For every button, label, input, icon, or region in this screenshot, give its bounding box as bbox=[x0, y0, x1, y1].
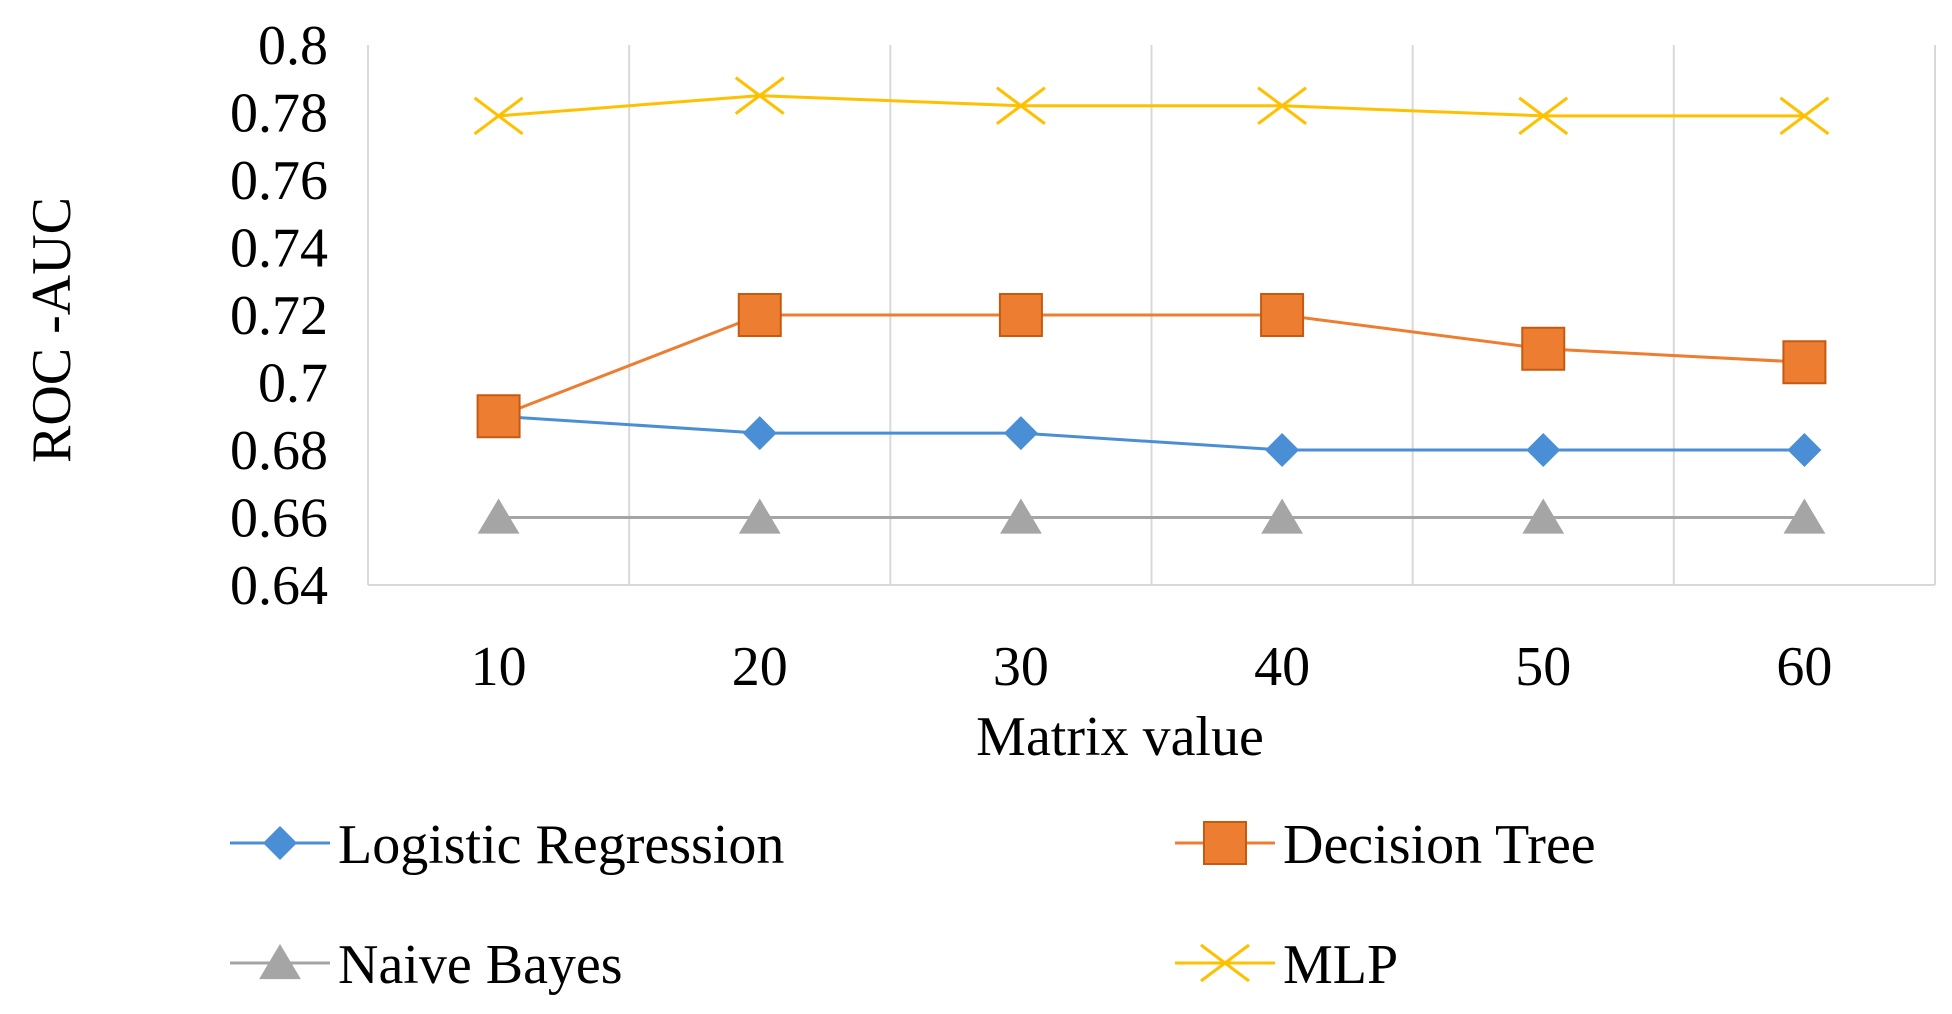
x-marker-stroke bbox=[734, 76, 785, 115]
square-marker bbox=[1260, 293, 1305, 337]
series-line bbox=[498, 94, 1805, 118]
series-mlp bbox=[473, 76, 1830, 136]
triangle-marker bbox=[1522, 498, 1565, 534]
series-line bbox=[498, 414, 1805, 452]
x-tick-label: 60 bbox=[1776, 636, 1832, 698]
triangle-marker bbox=[477, 498, 520, 534]
diamond-marker bbox=[263, 826, 297, 860]
y-axis-ticks: 0.640.660.680.70.720.740.760.780.8 bbox=[230, 15, 328, 617]
y-axis-title: ROC -AUC bbox=[21, 197, 83, 463]
triangle-marker bbox=[1000, 498, 1042, 534]
x-marker-stroke bbox=[473, 96, 524, 136]
x-tick-label: 20 bbox=[732, 636, 788, 698]
series-naive-bayes bbox=[477, 498, 1826, 534]
x-tick-label: 50 bbox=[1515, 636, 1571, 698]
diamond-marker bbox=[742, 416, 777, 451]
legend-item: MLP bbox=[1175, 934, 1398, 996]
x-tick-label: 40 bbox=[1254, 636, 1310, 698]
triangle-marker bbox=[738, 498, 781, 534]
x-marker-stroke bbox=[1779, 96, 1830, 136]
legend-label: Decision Tree bbox=[1283, 814, 1596, 876]
square-marker bbox=[1521, 326, 1566, 371]
y-tick-label: 0.7 bbox=[258, 353, 328, 415]
x-marker-stroke bbox=[1200, 943, 1250, 983]
y-tick-label: 0.74 bbox=[230, 218, 328, 280]
y-tick-label: 0.64 bbox=[230, 555, 328, 617]
series-line bbox=[498, 313, 1805, 418]
triangle-marker bbox=[259, 944, 301, 980]
square-marker bbox=[1782, 340, 1827, 385]
x-tick-label: 30 bbox=[993, 636, 1049, 698]
x-tick-label: 10 bbox=[471, 636, 527, 698]
legend-item: Logistic Regression bbox=[230, 814, 784, 876]
diamond-marker bbox=[1265, 433, 1300, 467]
y-tick-label: 0.78 bbox=[230, 83, 328, 145]
y-tick-label: 0.66 bbox=[230, 488, 328, 550]
legend-label: Logistic Regression bbox=[338, 814, 784, 876]
square-marker bbox=[998, 293, 1043, 337]
legend-label: Naive Bayes bbox=[338, 934, 623, 996]
x-axis-title: Matrix value bbox=[976, 706, 1264, 768]
legend-item: Decision Tree bbox=[1175, 814, 1596, 876]
square-marker bbox=[1203, 821, 1247, 865]
x-marker-stroke bbox=[1257, 86, 1307, 125]
x-axis-ticks: 10 20 30 40 50 60 bbox=[471, 636, 1833, 698]
triangle-marker bbox=[1261, 498, 1303, 534]
diamond-marker bbox=[1787, 433, 1822, 467]
x-marker-stroke bbox=[1518, 96, 1569, 136]
diamond-marker bbox=[1526, 433, 1561, 467]
y-tick-label: 0.68 bbox=[230, 420, 328, 482]
legend-label: MLP bbox=[1283, 934, 1398, 996]
square-marker bbox=[476, 394, 521, 439]
y-tick-label: 0.76 bbox=[230, 150, 328, 212]
y-tick-label: 0.72 bbox=[230, 285, 328, 347]
series-decision-tree bbox=[476, 293, 1827, 439]
x-marker-stroke bbox=[996, 86, 1046, 125]
y-tick-label: 0.8 bbox=[258, 15, 328, 77]
series-layer bbox=[473, 76, 1830, 534]
legend: Logistic Regression Decision Tree Naive Ba… bbox=[230, 814, 1596, 996]
triangle-marker bbox=[1783, 498, 1826, 534]
diamond-marker bbox=[1003, 416, 1038, 451]
legend-item: Naive Bayes bbox=[230, 934, 623, 996]
square-marker bbox=[737, 293, 782, 337]
